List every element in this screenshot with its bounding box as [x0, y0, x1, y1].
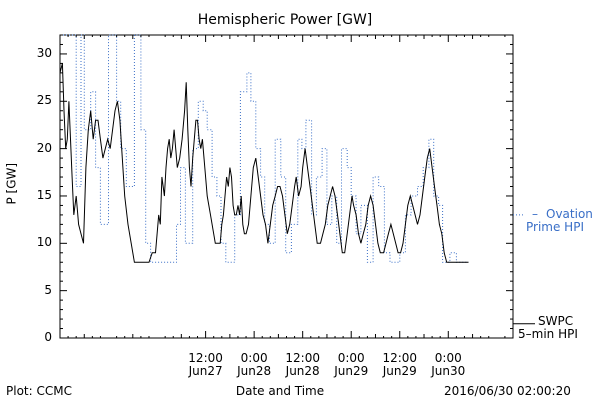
plot-frame: [59, 34, 514, 339]
x-tick-label-date: Jun30: [431, 364, 466, 378]
legend-swpc-line2: 5–min HPI: [518, 327, 578, 341]
x-axis-label: Date and Time: [235, 384, 325, 398]
chart-title: Hemispheric Power [GW]: [197, 12, 373, 28]
legend-swpc-line1: SWPC: [538, 314, 574, 328]
y-tick-label: 5: [44, 282, 52, 297]
x-tick-label-time: 12:00: [188, 351, 223, 365]
y-tick-label: 10: [36, 235, 52, 250]
legend-ovation-line1: Ovation: [546, 207, 593, 221]
x-tick-label-date: Jun29: [382, 364, 417, 378]
x-tick-label-time: 0:00: [337, 351, 365, 365]
series-line-ovation: [60, 34, 469, 263]
tick-marks: [60, 34, 535, 339]
x-tick-label-time: 12:00: [382, 351, 418, 365]
legend-ovation-dash: –: [532, 207, 538, 221]
x-tick-label-time: 12:00: [285, 351, 320, 365]
y-tick-label: 30: [36, 45, 52, 60]
y-tick-label: 25: [36, 93, 52, 108]
x-tick-label-time: 0:00: [434, 351, 462, 365]
x-tick-label-date: Jun27: [188, 364, 223, 378]
series-layer: [59, 34, 469, 263]
y-tick-label: 20: [36, 140, 52, 155]
x-tick-label-date: Jun28: [237, 364, 272, 378]
x-tick-label-date: Jun29: [334, 364, 369, 378]
plot-axes: [59, 34, 514, 339]
y-axis-label: P [GW]: [4, 162, 19, 205]
footer-timestamp: 2016/06/30 02:00:20: [444, 384, 571, 398]
footer-plot-source: Plot: CCMC: [6, 384, 72, 398]
legend-ovation-line2: Prime HPI: [526, 220, 584, 234]
y-tick-label: 15: [36, 187, 52, 202]
series-line-swpc: [59, 63, 469, 263]
x-tick-label-date: Jun28: [285, 364, 320, 378]
x-tick-label-time: 0:00: [240, 351, 268, 365]
y-tick-label: 0: [44, 330, 52, 344]
